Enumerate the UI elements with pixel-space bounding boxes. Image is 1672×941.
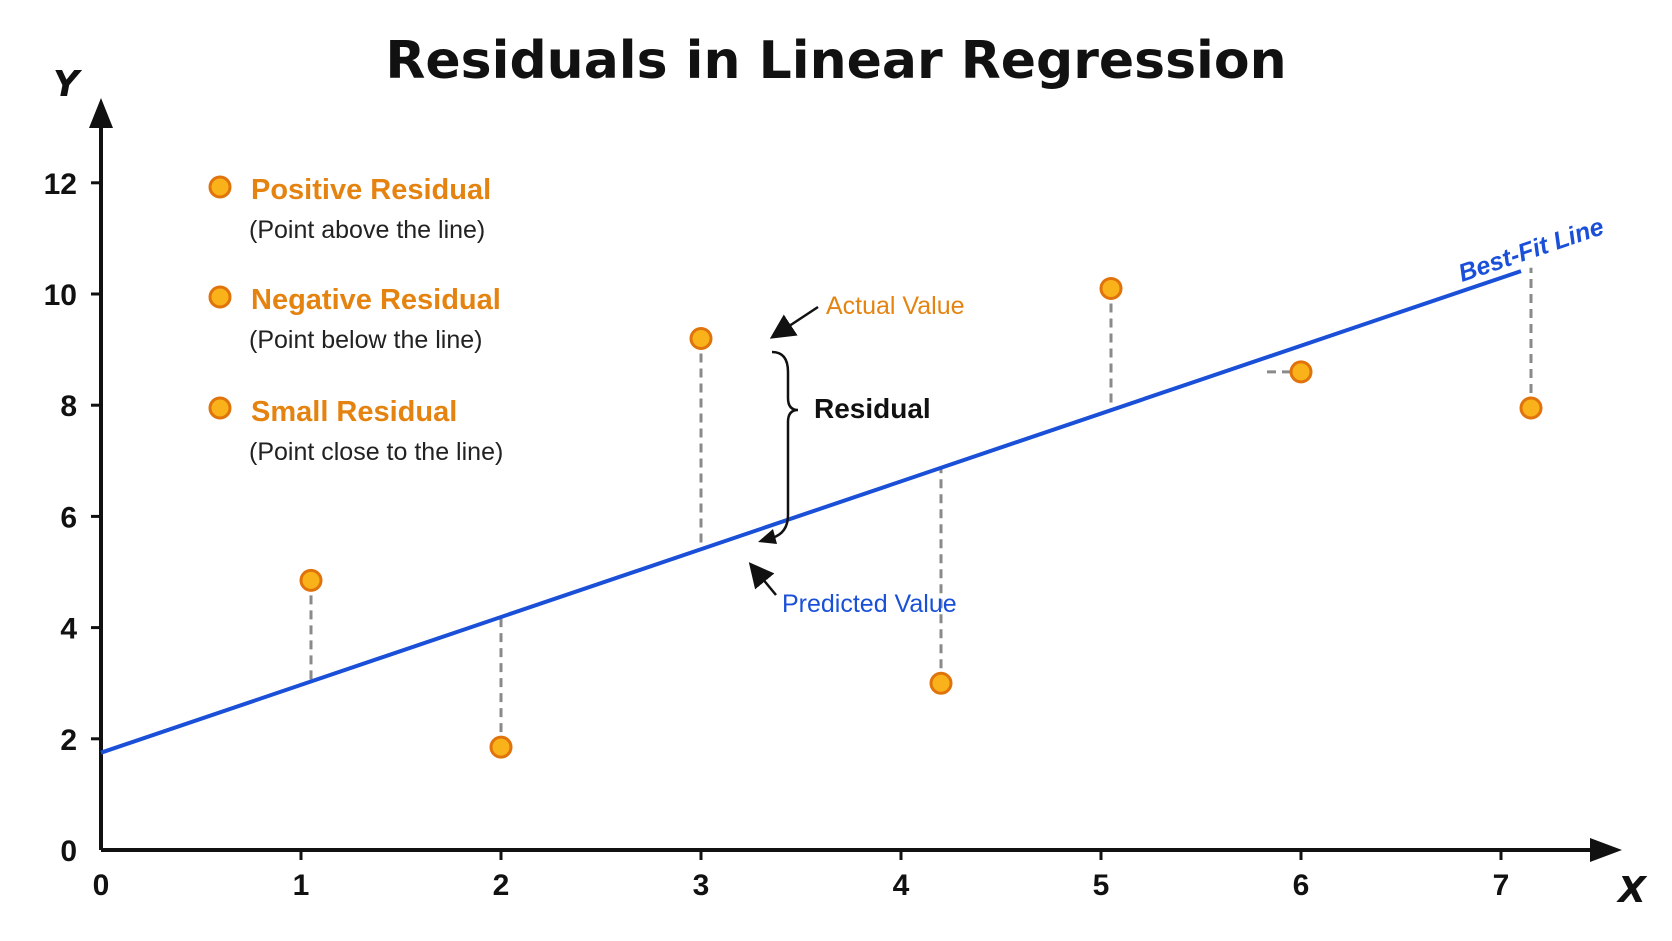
legend-label-small: Small Residual (251, 396, 457, 428)
x-tick-label: 5 (1093, 869, 1110, 902)
x-tick-label: 3 (693, 869, 710, 902)
best-fit-line-label: Best-Fit Line (1455, 213, 1607, 288)
legend-sub-small: (Point close to the line) (249, 438, 503, 466)
legend-label-negative: Negative Residual (251, 284, 501, 316)
y-tick-label: 2 (60, 724, 77, 757)
axes: Y X (53, 64, 1648, 911)
y-axis-title: Y (53, 64, 83, 105)
residual-brace (771, 350, 799, 540)
legend-sub-positive: (Point above the line) (249, 216, 485, 244)
data-point (929, 671, 953, 695)
legend-marker-negative (208, 285, 232, 309)
x-axis-title: X (1616, 870, 1648, 911)
residual-label: Residual (814, 393, 931, 424)
legend-label-positive: Positive Residual (251, 174, 491, 206)
y-tick-label: 0 (60, 835, 77, 868)
actual-value-label: Actual Value (826, 292, 965, 320)
data-point (489, 735, 513, 759)
data-point (1289, 360, 1313, 384)
data-points (299, 276, 1543, 759)
y-tick-label: 8 (60, 390, 77, 423)
residual-brace-arrowhead (758, 529, 777, 544)
x-axis-arrowhead (1590, 838, 1622, 862)
data-point (689, 326, 713, 350)
y-tick-label: 12 (44, 168, 77, 201)
legend: Positive Residual (Point above the line)… (208, 174, 503, 466)
x-tick-label: 4 (893, 869, 910, 902)
data-point (1519, 396, 1543, 420)
legend-sub-negative: (Point below the line) (249, 326, 482, 354)
x-tick-label: 1 (293, 869, 310, 902)
y-axis-arrowhead (89, 98, 113, 128)
x-tick-label: 0 (93, 869, 110, 902)
predicted-value-arrow (748, 562, 777, 596)
chart-title: Residuals in Linear Regression (385, 31, 1286, 91)
predicted-value-label: Predicted Value (782, 590, 957, 618)
annotations: Actual Value Residual Predicted Value (748, 292, 965, 618)
best-fit-line (100, 269, 1522, 755)
x-tick-label: 7 (1493, 869, 1510, 902)
y-tick-label: 6 (60, 501, 77, 534)
y-tick-label: 4 (60, 613, 77, 646)
residual-lines (309, 267, 1533, 748)
legend-marker-small (208, 396, 232, 420)
actual-value-arrow (769, 305, 819, 339)
x-tick-label: 2 (493, 869, 510, 902)
x-tick-label: 6 (1293, 869, 1310, 902)
legend-marker-positive (208, 175, 232, 199)
data-point (1099, 276, 1123, 300)
y-tick-label: 10 (44, 279, 77, 312)
data-point (299, 568, 323, 592)
